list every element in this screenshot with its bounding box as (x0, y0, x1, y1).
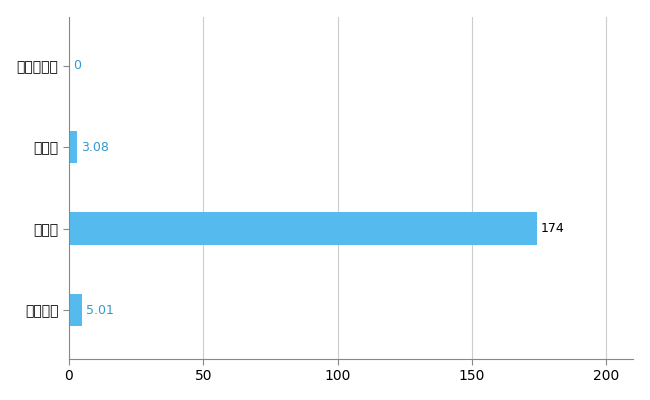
Text: 174: 174 (541, 222, 564, 235)
Bar (69, 131, 77, 163)
Bar (69, 294, 83, 326)
Text: 5.01: 5.01 (86, 304, 114, 316)
Text: 3.08: 3.08 (81, 140, 109, 154)
Text: 0: 0 (73, 59, 81, 72)
Bar (69, 212, 537, 245)
